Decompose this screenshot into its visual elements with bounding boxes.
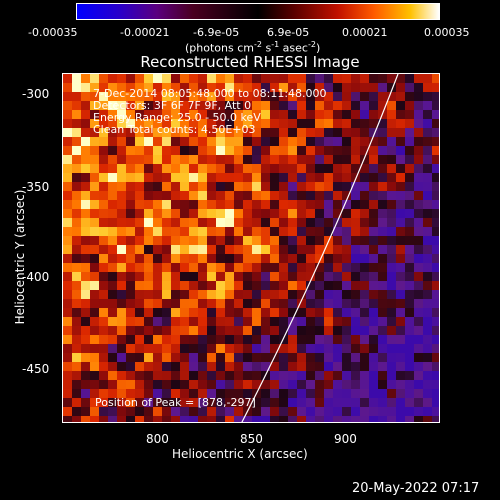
colorbar-tick: 6.9e-05: [267, 26, 310, 39]
colorbar-tick: -6.9e-05: [193, 26, 240, 39]
x-axis-label: Heliocentric X (arcsec): [172, 447, 308, 461]
y-tick-label: -350: [22, 180, 50, 194]
y-tick-label: -450: [22, 362, 50, 376]
colorbar: [76, 3, 440, 20]
peak-position-annotation: Position of Peak = [878,-297]: [95, 396, 256, 409]
rhessi-image: [62, 73, 440, 423]
colorbar-unit: (photons cm-2 s-1 asec-2): [185, 40, 321, 55]
y-tick-label: -400: [22, 270, 50, 284]
x-tick-label: 850: [240, 432, 263, 446]
footer-date: 20-May-2022 07:17: [352, 481, 480, 496]
detectors-annotation: Detectors: 3F 6F 7F 9F, Att 0: [93, 99, 252, 112]
colorbar-tick: -0.00035: [28, 26, 78, 39]
colorbar-tick: -0.00021: [120, 26, 170, 39]
solar-limb-line: [241, 74, 399, 422]
image-title: Reconstructed RHESSI Image: [140, 53, 360, 71]
colorbar-tick: 0.00021: [342, 26, 388, 39]
time-range-annotation: 7-Dec-2014 08:05:48.000 to 08:11:48.000: [93, 87, 327, 100]
colorbar-tick: 0.00035: [424, 26, 470, 39]
x-tick-label: 900: [334, 432, 357, 446]
y-tick-label: -300: [22, 87, 50, 101]
energy-annotation: Energy Range: 25.0 - 50.0 keV: [93, 111, 261, 124]
x-tick-label: 800: [146, 432, 169, 446]
y-axis-label: Heliocentric Y (arcsec): [13, 189, 27, 325]
method-annotation: Clean Total counts: 4.50E+03: [93, 123, 256, 136]
